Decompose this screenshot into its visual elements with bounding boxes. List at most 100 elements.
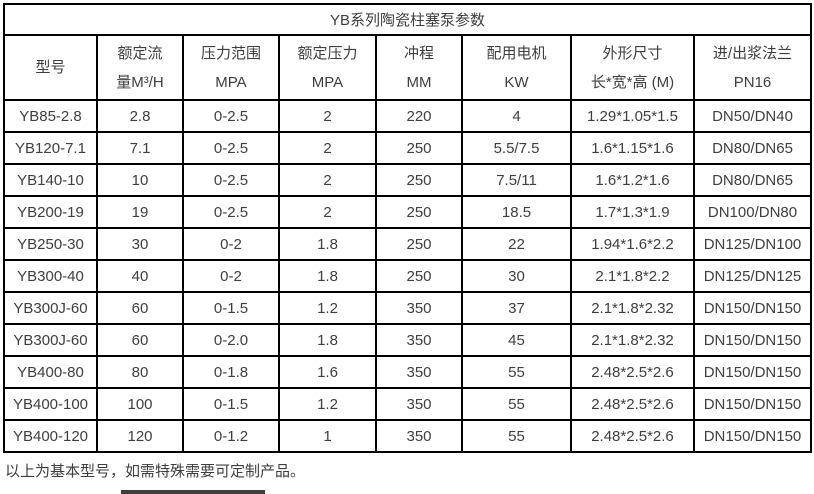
column-header-line2: KW [504, 73, 529, 91]
table-cell: 250 [375, 227, 463, 261]
table-cell: 1 [278, 419, 377, 453]
table-cell: 1.7*1.3*1.9 [570, 195, 695, 229]
column-header-line1: 配用电机 [486, 44, 547, 62]
table-cell: 1.2 [278, 387, 377, 421]
table-cell: 2.1*1.8*2.32 [570, 291, 695, 325]
column-header: 外形尺寸长*宽*高 (M) [570, 34, 695, 101]
table-cell: 2 [278, 163, 377, 197]
table-row: YB400-120 120 0-1.2 1 350 55 2.48*2.5*2.6 DN150… [3, 419, 813, 453]
column-header-line1: 压力范围 [200, 44, 261, 62]
table-body: YB85-2.8 2.8 0-2.5 2 220 4 1.29*1.05*1.5 DN50/D… [3, 99, 813, 453]
table-cell: 19 [96, 195, 184, 229]
header-row: 型号 额定流 量M³/H 压力范围 MPA 额定压力 MPA 冲程 MM 配用电机 KW 外形尺寸长*… [3, 34, 813, 101]
table-cell: 40 [96, 259, 184, 293]
table-row: YB300-40 40 0-2 1.8 250 30 2.1*1.8*2.2 DN125/DN… [3, 259, 813, 293]
table-title: YB系列陶瓷柱塞泵参数 [2, 3, 813, 36]
table-cell: 2 [278, 131, 377, 165]
table-cell: 2.1*1.8*2.2 [570, 259, 695, 293]
table-cell: 250 [375, 131, 463, 165]
column-header-line1: 进/出浆法兰 [712, 44, 793, 62]
table-cell: 250 [375, 163, 463, 197]
column-header-line1: 型号 [35, 59, 66, 76]
table-cell: 0-1.8 [182, 355, 280, 389]
table-row: YB85-2.8 2.8 0-2.5 2 220 4 1.29*1.05*1.5 DN50/D… [3, 99, 813, 133]
table-cell: DN150/DN150 [692, 387, 813, 421]
table-cell: 60 [96, 323, 184, 357]
column-header-line2: 量M³/H [116, 73, 164, 91]
column-header-line2: MM [406, 73, 432, 91]
table-cell: 2.48*2.5*2.6 [570, 355, 695, 389]
table-row: YB250-30 30 0-2 1.8 250 22 1.94*1.6*2.2 DN125/D… [3, 227, 813, 261]
table-cell: 37 [461, 291, 572, 325]
table-cell: 0-1.2 [182, 419, 280, 453]
table-row: YB120-7.1 7.1 0-2.5 2 250 5.5/7.5 1.6*1.15*1.6… [3, 131, 813, 165]
table-cell: DN150/DN150 [692, 355, 813, 389]
table-cell: 350 [375, 323, 463, 357]
table-title-row: YB系列陶瓷柱塞泵参数 [2, 3, 813, 36]
table-cell: 0-2 [182, 259, 280, 293]
table-cell: 1.6*1.2*1.6 [570, 163, 695, 197]
table-cell: 7.5/11 [461, 163, 572, 197]
table-cell: 0-2.5 [182, 131, 280, 165]
table-cell: DN150/DN150 [692, 323, 813, 357]
table-cell: 30 [96, 227, 184, 261]
column-header-line1: 外形尺寸 [602, 44, 663, 62]
table-cell: 0-2.0 [182, 323, 280, 357]
clipped-element-bar [121, 490, 265, 494]
table-cell: 4 [461, 99, 572, 133]
table-cell: DN150/DN150 [692, 291, 813, 325]
table-cell: YB300-40 [3, 259, 98, 293]
table-cell: 250 [375, 195, 463, 229]
table-cell: 1.94*1.6*2.2 [570, 227, 695, 261]
column-header-line2: PN16 [733, 73, 772, 91]
table-cell: 1.6 [278, 355, 377, 389]
table-cell: 2.48*2.5*2.6 [570, 419, 695, 453]
table-cell: 55 [461, 387, 572, 421]
table-cell: 0-1.5 [182, 387, 280, 421]
table-cell: 0-2.5 [182, 99, 280, 133]
footer-note: 以上为基本型号，如需特殊需要可定制产品。 [5, 463, 306, 480]
column-header-line1: 冲程 [403, 44, 434, 62]
table-cell: YB400-80 [3, 355, 98, 389]
table-cell: 30 [461, 259, 572, 293]
table-row: YB140-10 10 0-2.5 2 250 7.5/11 1.6*1.2*1.6 DN80… [3, 163, 813, 197]
column-header: 冲程 MM [375, 34, 463, 101]
table-cell: 2 [278, 195, 377, 229]
table-cell: 2.8 [96, 99, 184, 133]
column-header-line2: 长*宽*高 (M) [590, 73, 675, 91]
column-header-line2: MPA [215, 73, 247, 91]
table-cell: 5.5/7.5 [461, 131, 572, 165]
table-row: YB300J-60 60 0-1.5 1.2 350 37 2.1*1.8*2.32 DN15… [3, 291, 813, 325]
spec-table: YB系列陶瓷柱塞泵参数 型号 额定流 量M³/H 压力范围 MPA 额定压力 MPA 冲程 MM… [2, 3, 813, 453]
table-cell: 0-2.5 [182, 195, 280, 229]
table-cell: YB250-30 [3, 227, 98, 261]
table-cell: 1.6*1.15*1.6 [570, 131, 695, 165]
table-cell: YB300J-60 [3, 323, 98, 357]
table-cell: 0-2.5 [182, 163, 280, 197]
column-header: 额定压力 MPA [278, 34, 377, 101]
table-cell: 350 [375, 355, 463, 389]
table-row: YB300J-60 60 0-2.0 1.8 350 45 2.1*1.8*2.32 DN15… [3, 323, 813, 357]
table-cell: 0-2 [182, 227, 280, 261]
table-cell: DN80/DN65 [692, 131, 813, 165]
table-cell: YB120-7.1 [3, 131, 98, 165]
table-cell: 80 [96, 355, 184, 389]
table-cell: 120 [96, 419, 184, 453]
table-row: YB400-100 100 0-1.5 1.2 350 55 2.48*2.5*2.6 DN1… [3, 387, 813, 421]
table-cell: 55 [461, 419, 572, 453]
table-cell: 45 [461, 323, 572, 357]
table-cell: YB400-120 [3, 419, 98, 453]
table-row: YB200-19 19 0-2.5 2 250 18.5 1.7*1.3*1.9 DN100/… [3, 195, 813, 229]
table-cell: 350 [375, 291, 463, 325]
table-cell: YB200-19 [3, 195, 98, 229]
table-cell: 1.29*1.05*1.5 [570, 99, 695, 133]
table-cell: 2 [278, 99, 377, 133]
column-header: 进/出浆法兰 PN16 [692, 34, 813, 101]
table-cell: 2.48*2.5*2.6 [570, 387, 695, 421]
table-cell: 2.1*1.8*2.32 [570, 323, 695, 357]
table-cell: DN50/DN40 [692, 99, 813, 133]
table-cell: 7.1 [96, 131, 184, 165]
column-header: 额定流 量M³/H [96, 34, 184, 101]
table-cell: 1.8 [278, 227, 377, 261]
